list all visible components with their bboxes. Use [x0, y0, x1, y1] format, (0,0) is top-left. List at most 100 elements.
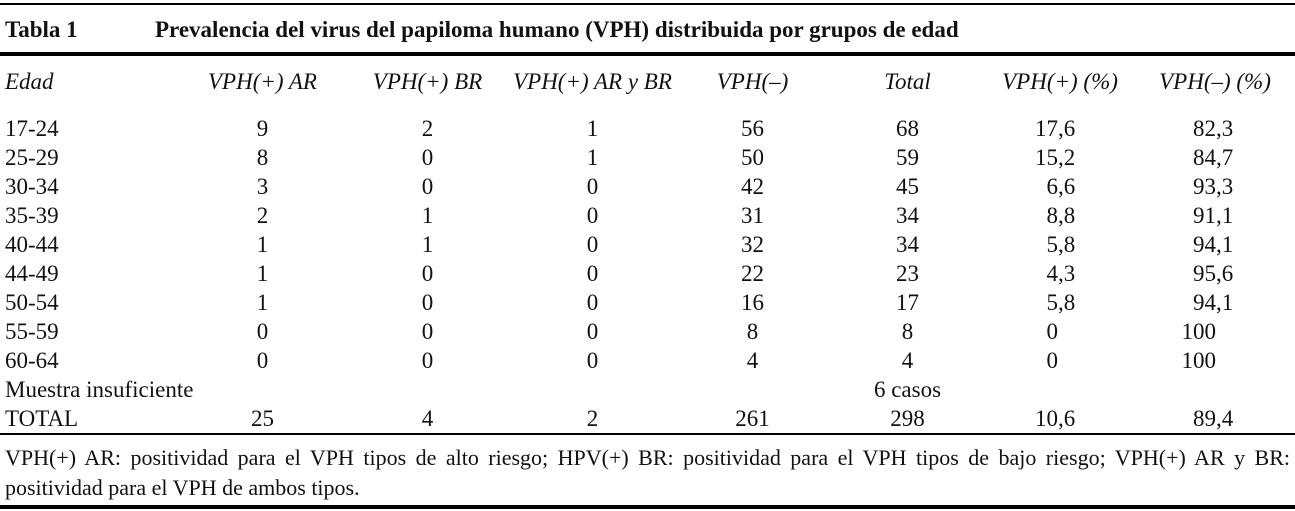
table-cell: [345, 375, 510, 404]
table-cell: 1: [256, 232, 269, 257]
table-cell: 15,2: [1035, 145, 1076, 170]
table-cell: 60-64: [5, 348, 59, 373]
table-cell: 95,6: [1193, 261, 1234, 286]
table-header-row: Edad VPH(+) AR VPH(+) BR VPH(+) AR y BR VPH(…: [0, 56, 1295, 114]
table-cell: 8,8: [1046, 203, 1076, 228]
table-cell: 32: [741, 232, 764, 257]
table-cell: 25-29: [5, 145, 59, 170]
table-cell: 0: [586, 348, 599, 373]
table-cell: 8: [256, 145, 269, 170]
table-cell: 2: [586, 406, 599, 431]
table-cell: 2: [421, 116, 434, 141]
table-cell: 89,4: [1193, 406, 1234, 431]
table-cell: 3: [256, 174, 269, 199]
top-rule: [0, 3, 1295, 5]
table-cell: 261: [735, 406, 770, 431]
table-cell: 1: [421, 232, 434, 257]
footnote-rule: [0, 433, 1295, 435]
table-cell: 0: [586, 203, 599, 228]
column-header: VPH(–): [716, 69, 789, 94]
table-cell: 0: [256, 319, 269, 344]
table-caption: Tabla 1 Prevalencia del virus del papilom…: [0, 5, 1295, 52]
table-cell: 0: [421, 145, 434, 170]
table-cell: 35-39: [5, 203, 59, 228]
table-row: 17-24 9 2 1 56 68 17,6 82,3: [0, 114, 1295, 143]
table-cell: 0: [1046, 348, 1059, 373]
column-header: VPH(+) AR y BR: [513, 69, 672, 94]
table-cell: 0: [421, 174, 434, 199]
table-cell: 31: [741, 203, 764, 228]
table-cell: 0: [421, 319, 434, 344]
table-cell: [1135, 375, 1295, 404]
table-cell: 30-34: [5, 174, 59, 199]
table-cell: 4: [901, 348, 914, 373]
table-cell: 55-59: [5, 319, 59, 344]
table-row: Muestra insuficiente 6 casos: [0, 375, 1295, 404]
table-cell: [985, 375, 1135, 404]
table-cell: TOTAL: [5, 406, 79, 431]
table-cell: 0: [421, 261, 434, 286]
column-header: VPH(+) (%): [1002, 69, 1118, 94]
table-cell: [180, 375, 345, 404]
column-header: Edad: [5, 69, 54, 94]
table-cell: 0: [1046, 319, 1059, 344]
table-cell: 4,3: [1046, 261, 1076, 286]
table-cell: 44-49: [5, 261, 59, 286]
table-cell: 0: [421, 348, 434, 373]
table-cell: 100: [1181, 348, 1217, 373]
column-header: Total: [884, 69, 931, 94]
table-cell: 0: [421, 290, 434, 315]
table-cell: 0: [586, 290, 599, 315]
table-cell: 45: [896, 174, 919, 199]
table-cell: 42: [741, 174, 764, 199]
table-cell: 94,1: [1193, 232, 1234, 257]
column-header: VPH(–) (%): [1159, 69, 1271, 94]
table-title: Prevalencia del virus del papiloma human…: [155, 17, 959, 42]
table-cell: 93,3: [1193, 174, 1234, 199]
table-cell: 34: [896, 232, 919, 257]
table-cell: 50: [741, 145, 764, 170]
table-cell: 59: [896, 145, 919, 170]
table-cell: 94,1: [1193, 290, 1234, 315]
table-cell: 298: [890, 406, 925, 431]
table-cell: Muestra insuficiente: [5, 377, 194, 402]
table-cell: 1: [586, 116, 599, 141]
table-cell: 100: [1181, 319, 1217, 344]
table-cell: 82,3: [1193, 116, 1234, 141]
table-cell: 1: [421, 203, 434, 228]
table-cell: 0: [256, 348, 269, 373]
table-row: 55-59 0 0 0 8 8 0 100: [0, 317, 1295, 346]
table-cell: 10,6: [1035, 406, 1076, 431]
table-cell: 91,1: [1193, 203, 1234, 228]
bottom-rule: [0, 505, 1295, 509]
table-cell: 1: [256, 290, 269, 315]
table-row: 40-44 1 1 0 32 34 5,8 94,1: [0, 230, 1295, 259]
table-cell: 2: [256, 203, 269, 228]
table-cell: 0: [586, 232, 599, 257]
table-cell: 17: [896, 290, 919, 315]
table-label: Tabla 1: [5, 17, 78, 42]
table-footnote: VPH(+) AR: positividad para el VPH tipos…: [5, 445, 1290, 500]
table-cell: 6,6: [1046, 174, 1076, 199]
table-cell: 25: [251, 406, 274, 431]
table-row: 35-39 2 1 0 31 34 8,8 91,1: [0, 201, 1295, 230]
table-cell: 16: [741, 290, 764, 315]
table-cell: 40-44: [5, 232, 59, 257]
table-cell: 4: [421, 406, 434, 431]
table-cell: 0: [586, 261, 599, 286]
table-cell: [510, 375, 675, 404]
prevalence-table: Edad VPH(+) AR VPH(+) BR VPH(+) AR y BR VPH(…: [0, 56, 1295, 433]
table-cell: 50-54: [5, 290, 59, 315]
table-row: 60-64 0 0 0 4 4 0 100: [0, 346, 1295, 375]
table-cell: 34: [896, 203, 919, 228]
table-cell: 8: [901, 319, 914, 344]
table-cell: 17,6: [1035, 116, 1076, 141]
table-cell: 9: [256, 116, 269, 141]
caption-rule: [0, 52, 1295, 56]
table-cell: 1: [256, 261, 269, 286]
column-header: VPH(+) BR: [372, 69, 483, 94]
table-cell: 5,8: [1046, 290, 1076, 315]
table-cell: 22: [741, 261, 764, 286]
table-cell: 0: [586, 174, 599, 199]
